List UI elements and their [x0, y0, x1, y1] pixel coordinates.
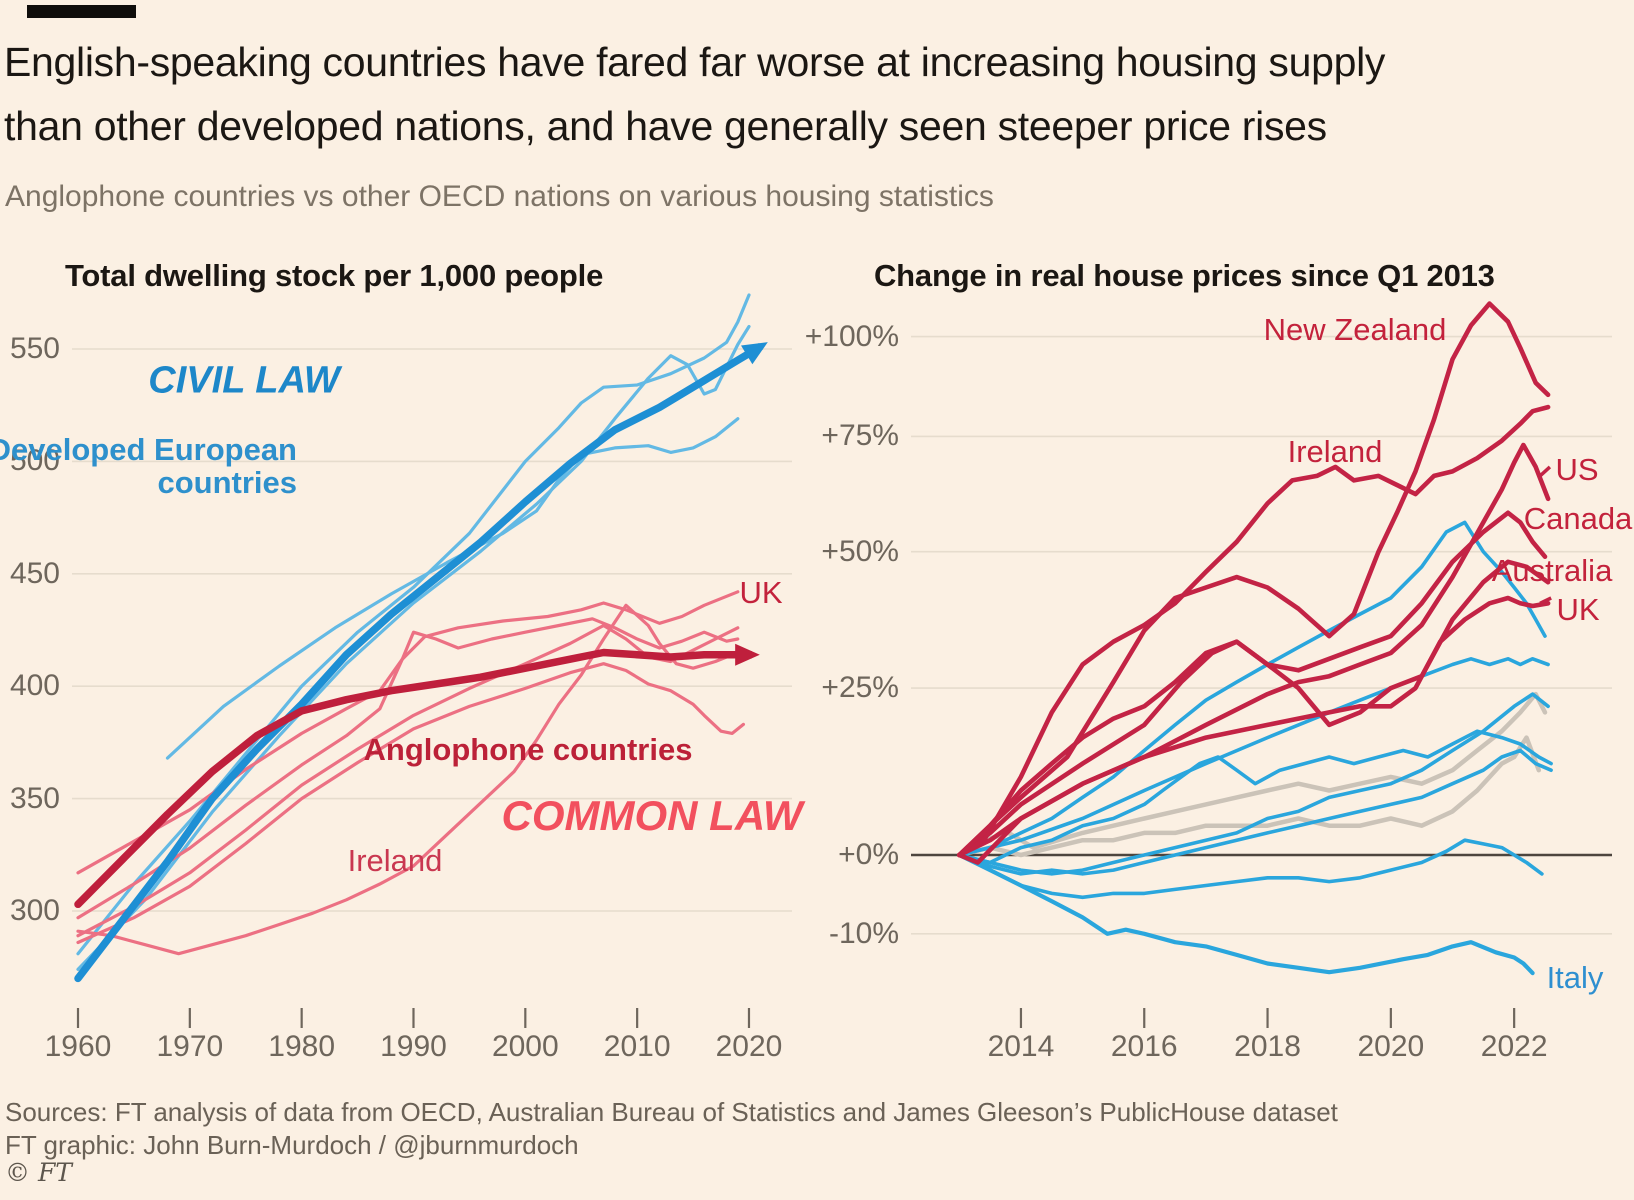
page-title: English-speaking countries have fared fa…: [4, 30, 1584, 158]
series-ireland: [76, 603, 740, 956]
brand-bar: [27, 5, 136, 18]
series-uk: [76, 590, 740, 875]
copyright-note: © FT: [5, 1158, 72, 1187]
series-canada: [76, 662, 745, 945]
series-italy: [957, 852, 1535, 976]
x-tick-label: 2020: [1357, 1030, 1425, 1063]
x-tick-label: 1960: [44, 1030, 112, 1063]
y-tick-label: +100%: [804, 319, 899, 353]
x-tick-label: 1980: [268, 1030, 336, 1063]
x-tick-label: 2000: [491, 1030, 559, 1063]
series-developed-european-average-arrowhead: [741, 342, 768, 365]
y-tick-label: 300: [9, 894, 60, 927]
us-label: US: [1555, 452, 1599, 487]
series-anglophone-average: [74, 648, 742, 909]
sources-note: Sources: FT analysis of data from OECD, …: [5, 1097, 1338, 1127]
common-law-annotation: COMMON LAW: [501, 792, 803, 839]
y-tick-label: 350: [9, 781, 60, 815]
y-tick-label: +25%: [821, 671, 899, 705]
series-europe-high: [957, 520, 1547, 857]
series-us: [957, 442, 1551, 858]
us-pointer: [1538, 465, 1552, 478]
series-europe-low-b: [957, 838, 1544, 900]
ireland-left-label: Ireland: [347, 843, 443, 878]
series-ireland: [957, 404, 1551, 858]
uk-left-label: UK: [739, 575, 783, 610]
right-chart-title: Change in real house prices since Q1 201…: [874, 258, 1495, 293]
series-oecd-other-b: [957, 735, 1542, 858]
y-tick-label: 450: [9, 556, 60, 590]
series-europe-mid-b: [957, 729, 1553, 865]
series-european-country-a: [76, 293, 751, 956]
series-new-zealand: [76, 617, 740, 920]
series-developed-european-average: [74, 349, 753, 983]
graphic-credit: FT graphic: John Burn-Murdoch / @jburnmu…: [5, 1130, 579, 1160]
y-tick-label: 500: [9, 444, 60, 478]
series-europe-low-a: [957, 692, 1550, 876]
y-tick-label: +50%: [821, 534, 899, 568]
x-tick-label: 2016: [1110, 1030, 1178, 1063]
page-title-line2: than other developed nations, and have g…: [4, 103, 1327, 149]
civil-law-annotation: CIVIL LAW: [148, 359, 340, 402]
x-tick-label: 2014: [987, 1030, 1055, 1063]
anglophone-countries-annotation: Anglophone countries: [363, 732, 693, 767]
series-oecd-other-a: [957, 691, 1548, 858]
uk-pointer: [1539, 596, 1552, 605]
page-subtitle: Anglophone countries vs other OECD natio…: [5, 180, 994, 213]
y-tick-label: +75%: [821, 419, 899, 453]
x-tick-label: 2018: [1234, 1030, 1301, 1063]
x-tick-label: 1970: [156, 1030, 224, 1063]
y-tick-label: -10%: [828, 916, 899, 950]
series-anglophone-average-arrowhead: [735, 643, 760, 666]
series-new-zealand: [957, 301, 1551, 858]
x-tick-label: 2022: [1480, 1030, 1548, 1063]
x-tick-label: 2020: [715, 1030, 783, 1063]
new-zealand-label: New Zealand: [1263, 312, 1447, 347]
ireland-right-label: Ireland: [1287, 434, 1383, 469]
y-tick-label: 400: [9, 669, 60, 703]
uk-right-label: UK: [1556, 592, 1600, 627]
series-uk: [957, 595, 1551, 865]
left-chart-title: Total dwelling stock per 1,000 people: [65, 258, 604, 293]
series-european-country-c: [165, 417, 740, 760]
y-tick-label: +0%: [838, 838, 899, 871]
australia-label: Australia: [1491, 553, 1613, 588]
y-tick-label: 550: [9, 332, 60, 365]
italy-label: Italy: [1546, 960, 1604, 995]
series-us: [76, 623, 740, 938]
x-tick-label: 2010: [603, 1030, 671, 1063]
series-australia: [957, 559, 1551, 858]
x-tick-label: 1990: [380, 1030, 447, 1063]
canada-label: Canada: [1523, 501, 1633, 536]
developed-european-annotation: Developed European countries: [0, 433, 297, 499]
developed-european-line1: Developed European: [0, 432, 297, 467]
series-canada: [957, 510, 1548, 858]
page-title-line1: English-speaking countries have fared fa…: [4, 39, 1386, 85]
developed-european-line2: countries: [157, 465, 297, 500]
